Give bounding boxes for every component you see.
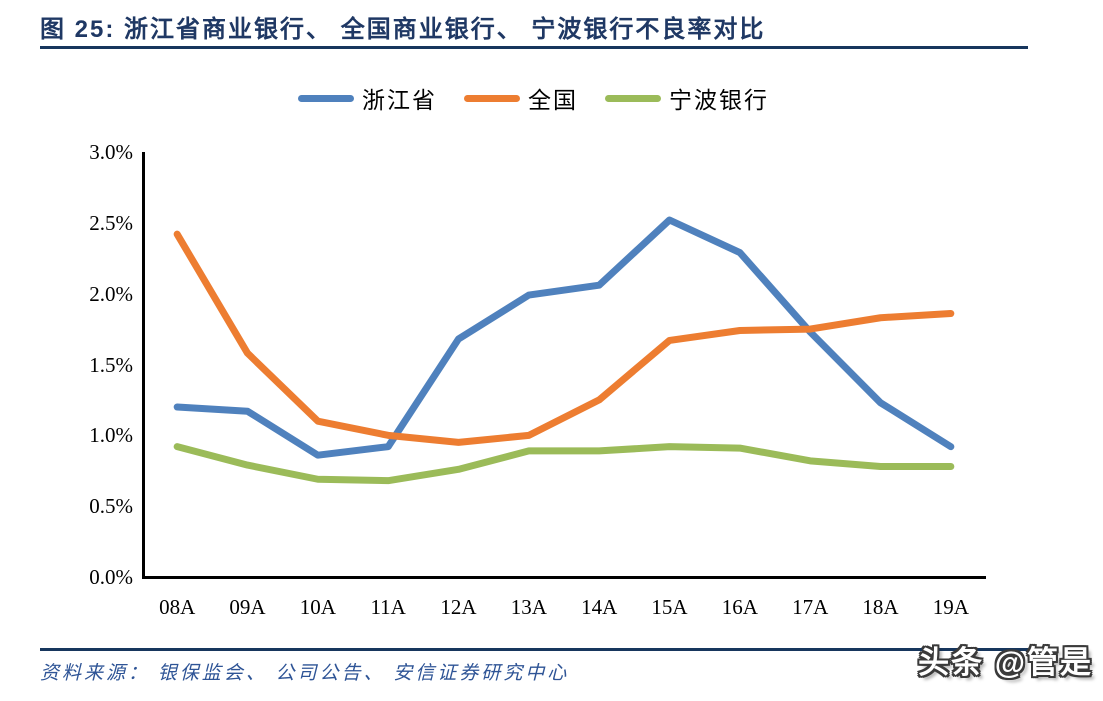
y-tick-label: 0.0% <box>89 565 133 589</box>
legend-swatch-宁波银行 <box>605 94 661 102</box>
legend-item-宁波银行: 宁波银行 <box>605 81 769 115</box>
x-tick-label: 16A <box>721 595 758 619</box>
y-tick-label: 1.0% <box>89 423 133 448</box>
legend-label: 全国 <box>528 88 578 113</box>
watermark: 头条 @管是 <box>918 645 1093 680</box>
chart-legend: 浙江省 全国 宁波银行 <box>0 81 1085 115</box>
legend-item-全国: 全国 <box>464 81 578 115</box>
legend-label: 宁波银行 <box>669 88 769 113</box>
x-tick-label: 13A <box>510 595 547 619</box>
footer-divider <box>40 648 1028 651</box>
legend-item-浙江省: 浙江省 <box>298 81 437 115</box>
x-tick-label: 08A <box>159 595 196 619</box>
y-tick-label: 3.0% <box>89 140 133 164</box>
y-tick-label: 2.0% <box>89 281 133 306</box>
x-tick-label: 15A <box>651 595 688 619</box>
legend-label: 浙江省 <box>362 88 437 113</box>
y-tick-label: 2.5% <box>89 210 133 235</box>
x-tick-label: 14A <box>581 595 618 619</box>
series-line-全国 <box>173 230 955 446</box>
x-tick-label: 11A <box>370 595 406 619</box>
series-line-宁波银行 <box>173 443 955 485</box>
figure-title: 图 25: 浙江省商业银行、 全国商业银行、 宁波银行不良率对比 <box>40 16 766 43</box>
x-tick-label: 18A <box>862 595 899 619</box>
x-tick-label: 12A <box>440 595 477 619</box>
legend-swatch-全国 <box>464 94 520 102</box>
x-tick-label: 17A <box>792 595 829 619</box>
legend-swatch-浙江省 <box>298 94 354 102</box>
x-tick-label: 10A <box>299 595 336 619</box>
x-tick-label: 19A <box>932 595 969 619</box>
source-note: 资料来源： 银保监会、 公司公告、 安信证券研究中心 <box>40 663 570 684</box>
x-tick-label: 09A <box>229 595 266 619</box>
series-line-浙江省 <box>173 216 955 459</box>
y-tick-label: 0.5% <box>89 494 133 519</box>
title-divider <box>40 46 1028 49</box>
y-tick-label: 1.5% <box>89 352 133 377</box>
